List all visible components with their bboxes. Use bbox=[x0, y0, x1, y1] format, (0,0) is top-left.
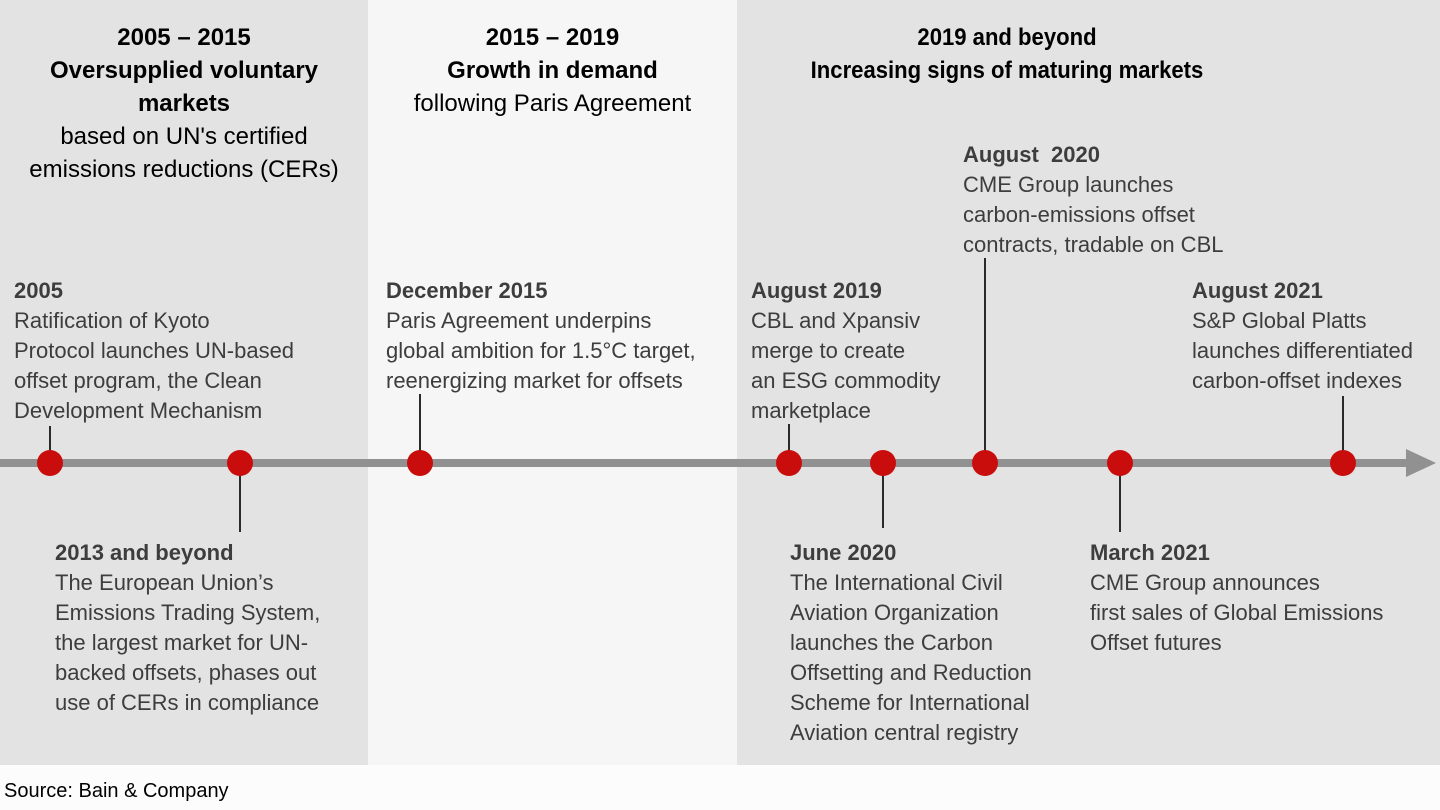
timeline-event: August 2020 CME Group launches carbon-emi… bbox=[963, 140, 1223, 260]
timeline-dot bbox=[1330, 450, 1356, 476]
source-note: Source: Bain & Company bbox=[4, 780, 229, 802]
event-date: August 2021 bbox=[1192, 278, 1323, 303]
timeline-dot bbox=[1107, 450, 1133, 476]
era-period: 2019 and beyond bbox=[917, 24, 1097, 51]
era-period: 2005 – 2015 bbox=[117, 24, 251, 51]
timeline-event: 2013 and beyond The European Union’s Emis… bbox=[55, 538, 320, 718]
era-panel-2015-2019 bbox=[368, 0, 737, 765]
era-panel-2005-2015 bbox=[0, 0, 368, 765]
era-period: 2015 – 2019 bbox=[485, 24, 620, 51]
event-date: March 2021 bbox=[1090, 540, 1210, 565]
event-date: 2013 and beyond bbox=[55, 540, 234, 565]
event-description: CBL and Xpansiv merge to create an ESG c… bbox=[751, 308, 941, 423]
timeline-arrowhead-icon bbox=[1406, 449, 1436, 477]
connector-line bbox=[882, 474, 884, 528]
event-date: August 2019 bbox=[751, 278, 882, 303]
event-description: CME Group announces first sales of Globa… bbox=[1090, 570, 1384, 655]
era-title: Growth in demand bbox=[447, 57, 658, 84]
era-panel-2019-beyond bbox=[737, 0, 1440, 765]
event-description: Paris Agreement underpins global ambitio… bbox=[386, 308, 696, 393]
timeline-dot bbox=[407, 450, 433, 476]
connector-line bbox=[419, 394, 421, 452]
timeline-dot bbox=[972, 450, 998, 476]
timeline-event: June 2020 The International Civil Aviatio… bbox=[790, 538, 1032, 748]
timeline-dot bbox=[227, 450, 253, 476]
timeline-dot bbox=[776, 450, 802, 476]
timeline-event: August 2019 CBL and Xpansiv merge to crea… bbox=[751, 276, 941, 426]
era-title: Oversupplied voluntary markets bbox=[49, 57, 319, 117]
event-description: Ratification of Kyoto Protocol launches … bbox=[14, 308, 295, 423]
connector-line bbox=[49, 426, 51, 452]
era-title: Increasing signs of maturing markets bbox=[810, 57, 1204, 84]
event-description: CME Group launches carbon-emissions offs… bbox=[963, 172, 1224, 257]
connector-line bbox=[984, 258, 986, 452]
timeline-axis bbox=[0, 459, 1408, 467]
timeline-dot bbox=[37, 450, 63, 476]
timeline-event: December 2015 Paris Agreement underpins g… bbox=[386, 276, 696, 396]
event-date: 2005 bbox=[14, 278, 63, 303]
connector-line bbox=[788, 424, 790, 452]
timeline-event: March 2021 CME Group announces first sale… bbox=[1090, 538, 1383, 658]
event-description: The International Civil Aviation Organiz… bbox=[790, 570, 1032, 745]
era-header-2015-2019: 2015 – 2019 Growth in demand following P… bbox=[368, 21, 737, 120]
era-subtitle: following Paris Agreement bbox=[413, 90, 692, 117]
timeline-event: August 2021 S&P Global Platts launches di… bbox=[1192, 276, 1413, 396]
connector-line bbox=[1119, 474, 1121, 532]
event-description: The European Union’s Emissions Trading S… bbox=[55, 570, 321, 715]
event-date: December 2015 bbox=[386, 278, 548, 303]
era-header-2005-2015: 2005 – 2015 Oversupplied voluntary marke… bbox=[0, 21, 368, 186]
connector-line bbox=[1342, 396, 1344, 452]
event-date: August 2020 bbox=[963, 142, 1100, 167]
connector-line bbox=[239, 474, 241, 532]
era-subtitle: based on UN's certified emissions reduct… bbox=[29, 123, 339, 183]
era-header-2019-beyond: 2019 and beyond Increasing signs of matu… bbox=[759, 21, 1256, 87]
event-description: S&P Global Platts launches differentiate… bbox=[1192, 308, 1413, 393]
timeline-dot bbox=[870, 450, 896, 476]
timeline-event: 2005 Ratification of Kyoto Protocol launc… bbox=[14, 276, 294, 426]
event-date: June 2020 bbox=[790, 540, 897, 565]
